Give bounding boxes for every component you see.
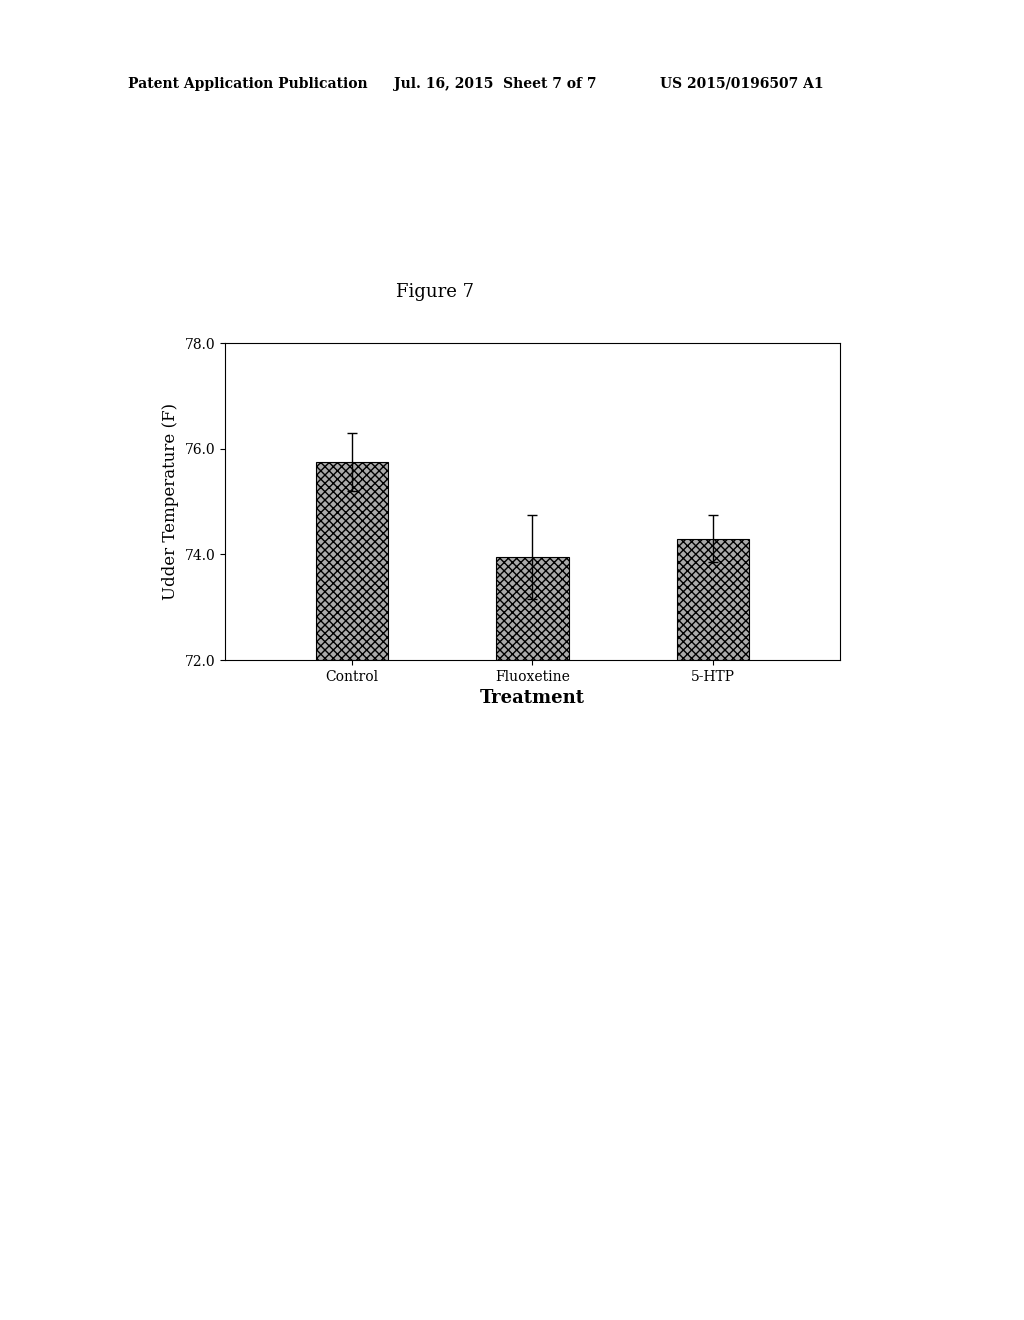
Text: Patent Application Publication: Patent Application Publication	[128, 77, 368, 91]
Bar	[497, 557, 568, 660]
Text: Figure 7: Figure 7	[396, 282, 474, 301]
Y-axis label: Udder Temperature (F): Udder Temperature (F)	[162, 403, 179, 601]
Text: US 2015/0196507 A1: US 2015/0196507 A1	[660, 77, 824, 91]
Bar	[677, 539, 750, 660]
Text: Jul. 16, 2015  Sheet 7 of 7: Jul. 16, 2015 Sheet 7 of 7	[394, 77, 597, 91]
X-axis label: Treatment: Treatment	[480, 689, 585, 708]
Bar	[315, 462, 388, 660]
